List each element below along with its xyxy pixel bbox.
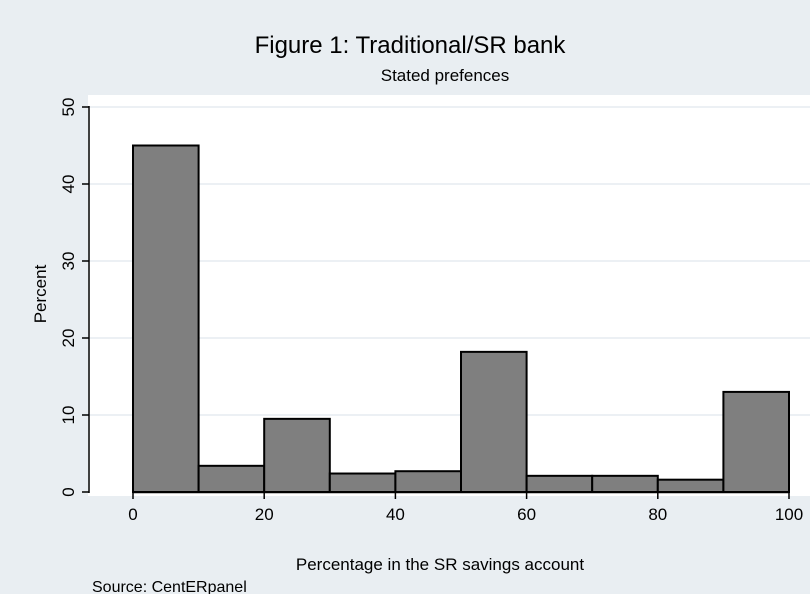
histogram-bar-10-20 bbox=[197, 464, 266, 494]
chart-title: Figure 1: Traditional/SR bank bbox=[255, 32, 567, 59]
histogram-bar-0-10 bbox=[132, 144, 200, 493]
y-tick-label-50: 50 bbox=[59, 98, 78, 117]
y-tick-label-30: 30 bbox=[59, 252, 78, 271]
histogram-bar-80-90 bbox=[656, 478, 725, 493]
histogram-bar-60-70 bbox=[525, 474, 594, 493]
histogram-bar-70-80 bbox=[591, 474, 659, 493]
histogram-bar-50-60 bbox=[460, 350, 528, 493]
plot-area-background bbox=[88, 95, 810, 496]
x-axis-ticks: 0 20 40 60 80 100 bbox=[128, 492, 803, 524]
histogram-bar-90-100 bbox=[722, 390, 791, 493]
y-axis-label: Percent bbox=[31, 264, 50, 323]
y-tick-label-0: 0 bbox=[59, 487, 78, 496]
x-tick-label-60: 60 bbox=[517, 505, 536, 524]
x-tick-label-0: 0 bbox=[128, 505, 137, 524]
histogram-bar-40-50 bbox=[394, 470, 462, 493]
x-tick-label-80: 80 bbox=[648, 505, 667, 524]
y-tick-label-20: 20 bbox=[59, 329, 78, 348]
y-tick-label-10: 10 bbox=[59, 406, 78, 425]
chart-subtitle: Stated prefences bbox=[381, 66, 510, 85]
x-tick-label-100: 100 bbox=[775, 505, 803, 524]
gridlines bbox=[88, 106, 810, 416]
axes bbox=[88, 106, 789, 494]
histogram-bar-20-30 bbox=[263, 417, 331, 494]
histogram-bar-30-40 bbox=[328, 472, 397, 493]
y-tick-label-40: 40 bbox=[59, 175, 78, 194]
y-axis-ticks: 0 10 20 30 40 50 bbox=[59, 98, 89, 497]
source-note: Source: CentERpanel bbox=[92, 579, 247, 594]
x-axis-label: Percentage in the SR savings account bbox=[296, 555, 585, 574]
x-tick-label-40: 40 bbox=[386, 505, 405, 524]
x-tick-label-20: 20 bbox=[255, 505, 274, 524]
bars bbox=[132, 144, 791, 494]
